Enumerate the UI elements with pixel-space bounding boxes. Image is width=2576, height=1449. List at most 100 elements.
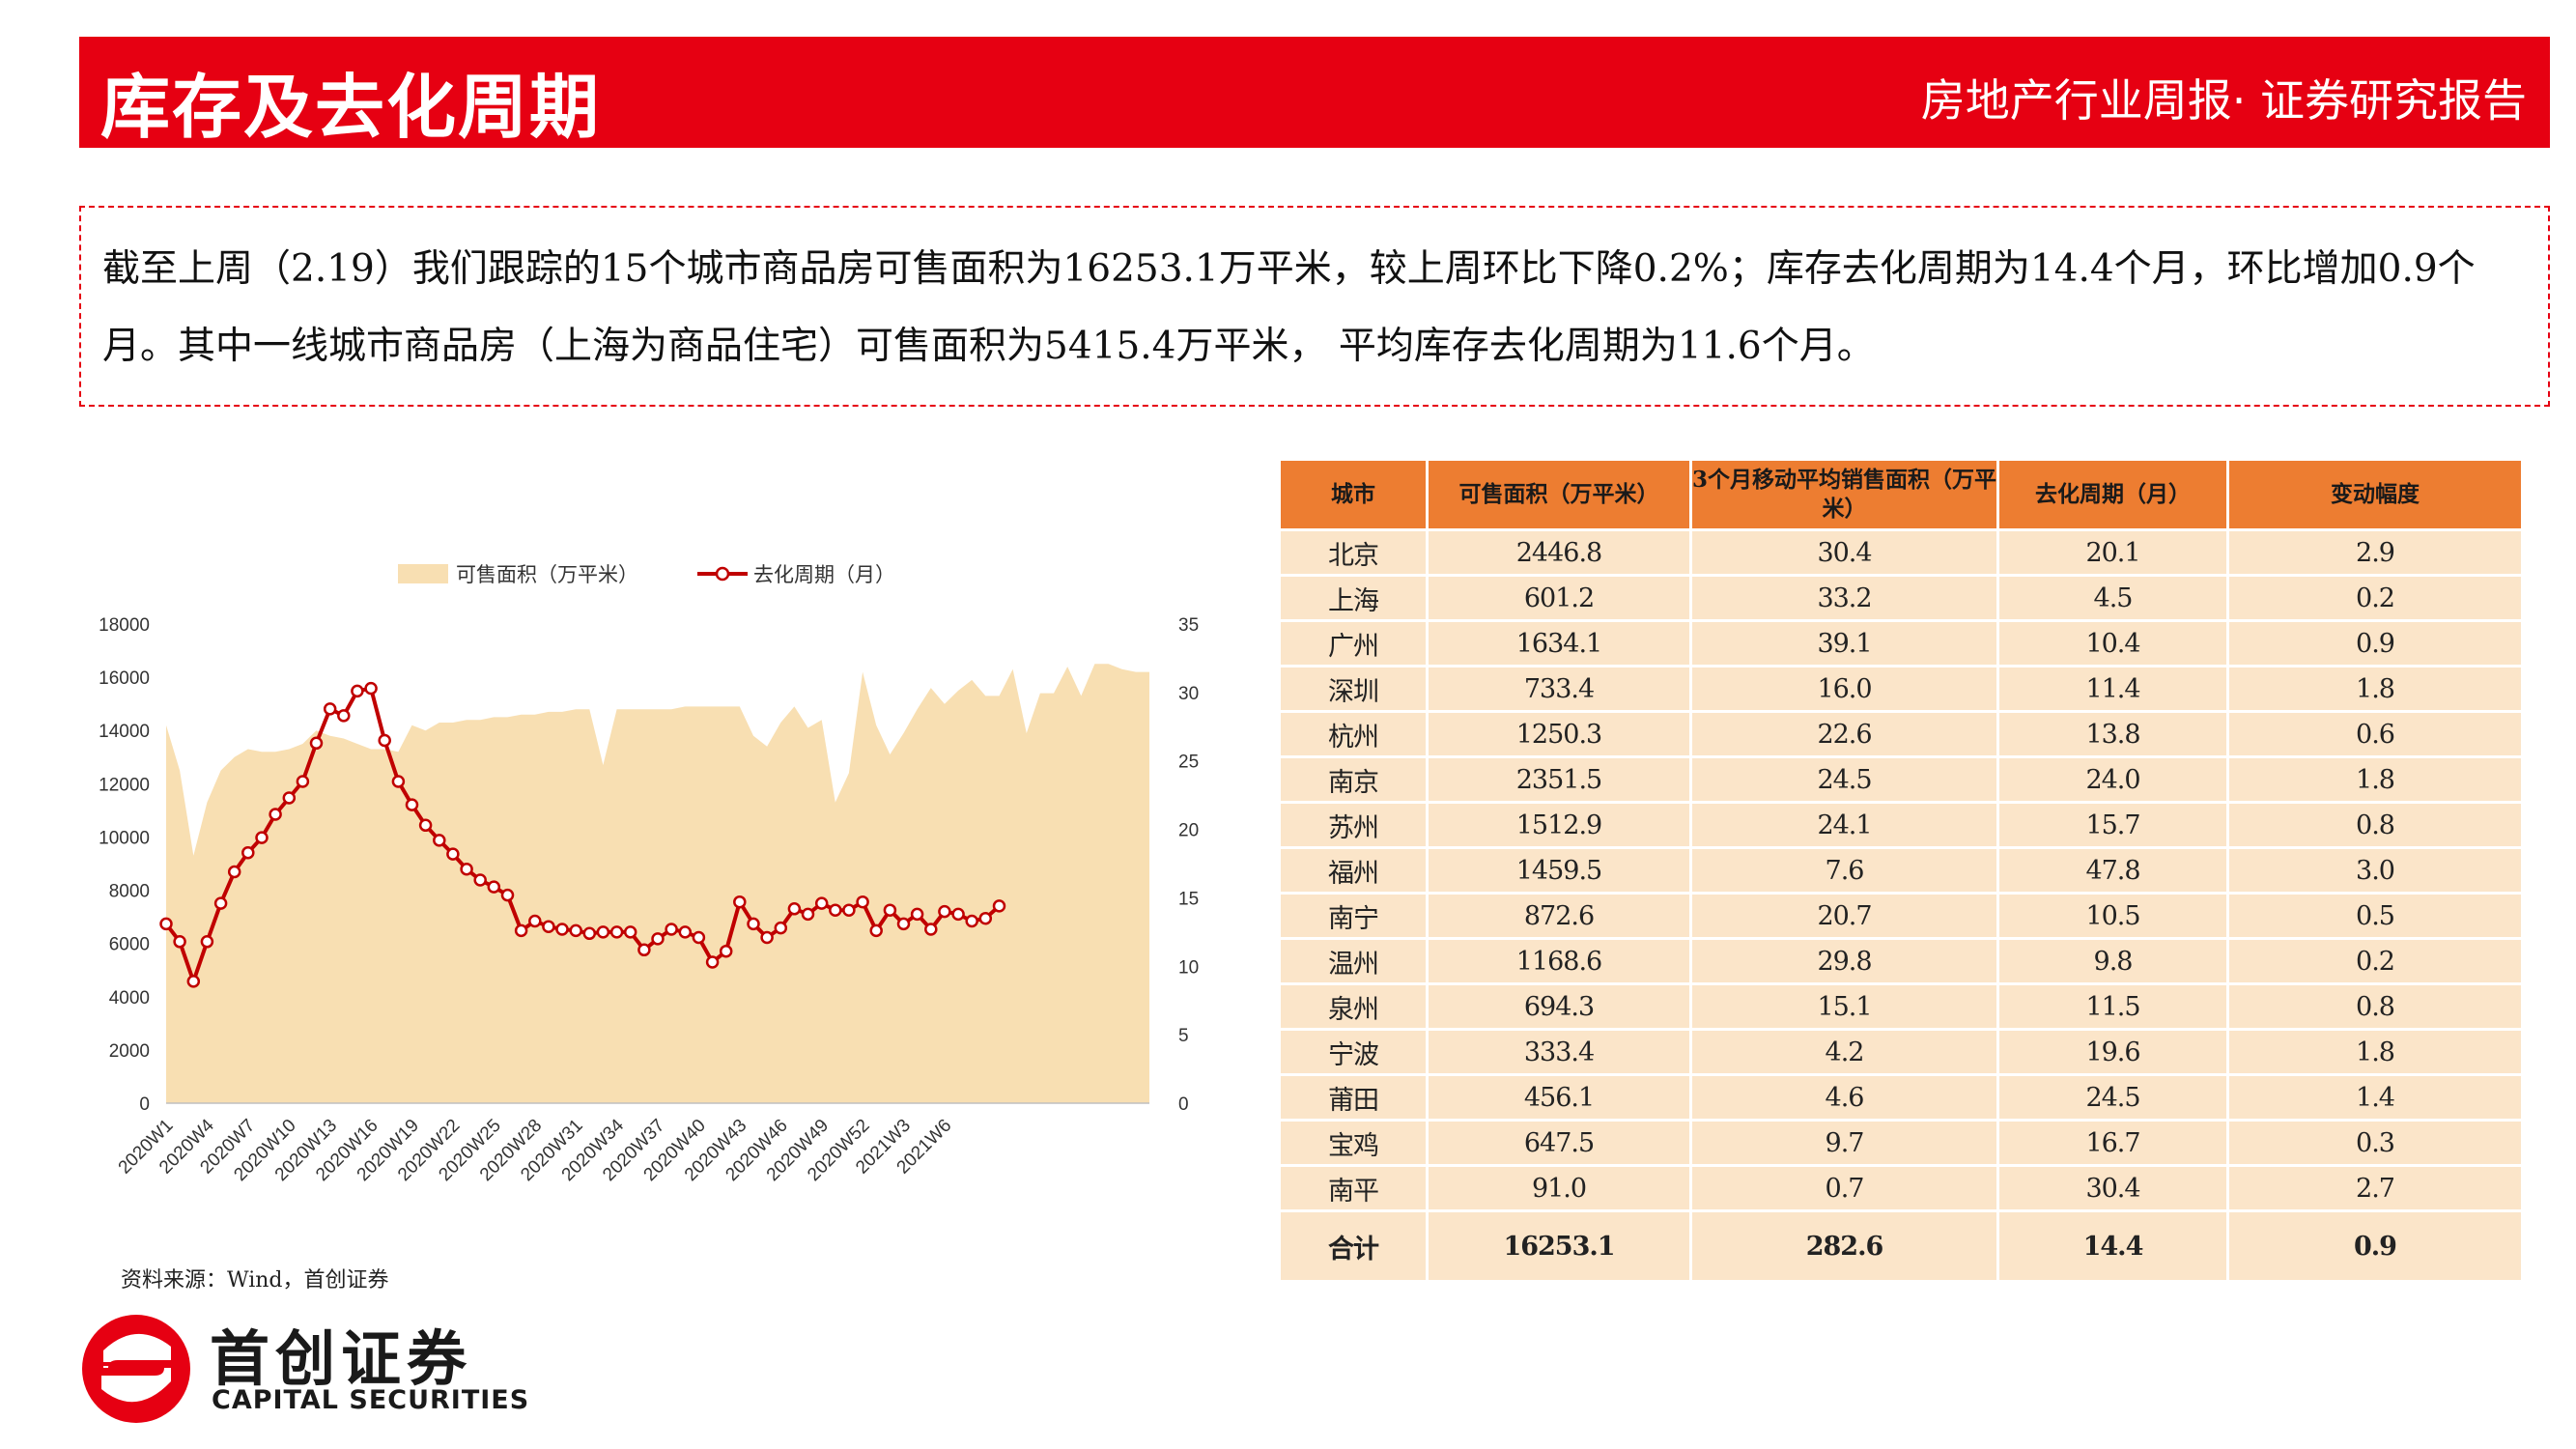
- source-note: 资料来源：Wind，首创证券: [121, 1268, 389, 1293]
- cell-city: 泉州: [1281, 985, 1426, 1028]
- y-left-tick-label: 8000: [109, 882, 150, 902]
- cell-area: 1459.5: [1429, 849, 1689, 892]
- cell-city: 深圳: [1281, 668, 1426, 710]
- cell-avg-sales: 22.6: [1692, 713, 1996, 755]
- point-destock-cycle: [910, 907, 924, 922]
- table-row: 苏州 1512.9 24.1 15.7 0.8: [1281, 804, 2521, 846]
- cell-area: 1250.3: [1429, 713, 1689, 755]
- cell-cycle: 16.7: [1999, 1122, 2226, 1164]
- cell-avg-sales: 33.2: [1692, 577, 1996, 619]
- cell-change: 0.9: [2229, 622, 2521, 665]
- point-destock-cycle: [241, 845, 255, 860]
- summary-text: 截至上周（2.19）我们跟踪的15个城市商品房可售面积为16253.1万平米，较…: [102, 247, 2476, 368]
- point-destock-cycle: [719, 944, 733, 958]
- y-left-tick-label: 4000: [109, 988, 150, 1009]
- point-destock-cycle: [733, 895, 747, 909]
- cell-city: 苏州: [1281, 804, 1426, 846]
- cell-avg-sales: 0.7: [1692, 1167, 1996, 1209]
- cell-change: 1.8: [2229, 668, 2521, 710]
- table-row: 宝鸡 647.5 9.7 16.7 0.3: [1281, 1122, 2521, 1164]
- cell-city: 上海: [1281, 577, 1426, 619]
- cell-area: 647.5: [1429, 1122, 1689, 1164]
- report-subtitle: 房地产行业周报· 证券研究报告: [1920, 74, 2527, 127]
- summary-box: 截至上周（2.19）我们跟踪的15个城市商品房可售面积为16253.1万平米，较…: [79, 206, 2550, 407]
- point-destock-cycle: [609, 925, 624, 939]
- point-destock-cycle: [460, 862, 473, 876]
- cell-avg-sales: 30.4: [1692, 531, 1996, 574]
- y-right-tick-label: 0: [1178, 1094, 1189, 1115]
- table-header-row: 城市 可售面积（万平米） 3个月移动平均销售面积（万平米） 去化周期（月） 变动…: [1281, 461, 2521, 528]
- cell-avg-sales: 39.1: [1692, 622, 1996, 665]
- total-avg-sales: 282.6: [1692, 1212, 1996, 1280]
- cell-area: 2446.8: [1429, 531, 1689, 574]
- col-header-cycle: 去化周期（月）: [1999, 461, 2226, 528]
- cell-area: 733.4: [1429, 668, 1689, 710]
- table-row: 宁波 333.4 4.2 19.6 1.8: [1281, 1031, 2521, 1073]
- cell-avg-sales: 4.2: [1692, 1031, 1996, 1073]
- cell-area: 1634.1: [1429, 622, 1689, 665]
- cell-avg-sales: 24.5: [1692, 758, 1996, 801]
- cell-city: 广州: [1281, 622, 1426, 665]
- y-left-tick-label: 18000: [99, 615, 150, 636]
- cell-area: 456.1: [1429, 1076, 1689, 1119]
- table-row: 温州 1168.6 29.8 9.8 0.2: [1281, 940, 2521, 982]
- cell-change: 2.9: [2229, 531, 2521, 574]
- point-destock-cycle: [555, 923, 569, 936]
- point-destock-cycle: [692, 930, 706, 945]
- point-destock-cycle: [446, 847, 460, 861]
- point-destock-cycle: [296, 775, 310, 788]
- cell-city: 北京: [1281, 531, 1426, 574]
- point-destock-cycle: [678, 925, 693, 939]
- point-destock-cycle: [213, 896, 228, 910]
- cell-change: 0.8: [2229, 804, 2521, 846]
- point-destock-cycle: [801, 907, 815, 922]
- point-destock-cycle: [637, 943, 651, 957]
- logo-english-name: CAPITAL SECURITIES: [212, 1385, 530, 1415]
- point-destock-cycle: [651, 932, 665, 946]
- cell-area: 2351.5: [1429, 758, 1689, 801]
- point-destock-cycle: [760, 930, 774, 945]
- point-destock-cycle: [433, 834, 446, 847]
- y-left-tick-label: 10000: [99, 828, 150, 848]
- point-destock-cycle: [705, 955, 720, 969]
- table-row: 深圳 733.4 16.0 11.4 1.8: [1281, 668, 2521, 710]
- point-destock-cycle: [569, 923, 582, 938]
- cell-change: 0.8: [2229, 985, 2521, 1028]
- cell-change: 3.0: [2229, 849, 2521, 892]
- col-header-area: 可售面积（万平米）: [1429, 461, 1689, 528]
- cell-city: 南京: [1281, 758, 1426, 801]
- city-inventory-table: 城市 可售面积（万平米） 3个月移动平均销售面积（万平米） 去化周期（月） 变动…: [1278, 458, 2524, 1283]
- table-row: 莆田 456.1 4.6 24.5 1.4: [1281, 1076, 2521, 1119]
- cell-cycle: 10.4: [1999, 622, 2226, 665]
- cell-cycle: 19.6: [1999, 1031, 2226, 1073]
- table-row: 北京 2446.8 30.4 20.1 2.9: [1281, 531, 2521, 574]
- point-destock-cycle: [323, 702, 337, 716]
- table-total-row: 合计 16253.1 282.6 14.4 0.9: [1281, 1212, 2521, 1280]
- chart-svg: 0 2000 4000 6000 8000 10000 12000 14000 16000 180…: [99, 563, 1199, 1185]
- point-destock-cycle: [255, 831, 269, 844]
- point-destock-cycle: [623, 925, 637, 939]
- cell-area: 1512.9: [1429, 804, 1689, 846]
- cell-area: 872.6: [1429, 895, 1689, 937]
- y-right-tick-label: 35: [1178, 615, 1199, 636]
- cell-change: 2.7: [2229, 1167, 2521, 1209]
- cell-change: 1.4: [2229, 1076, 2521, 1119]
- point-destock-cycle: [337, 709, 351, 723]
- capital-securities-logo-icon: [82, 1315, 190, 1423]
- cell-cycle: 47.8: [1999, 849, 2226, 892]
- y-right-tick-label: 20: [1178, 821, 1199, 841]
- point-destock-cycle: [856, 895, 869, 909]
- table-row: 南平 91.0 0.7 30.4 2.7: [1281, 1167, 2521, 1209]
- point-destock-cycle: [405, 798, 419, 811]
- y-right-tick-label: 25: [1178, 753, 1199, 773]
- logo-chinese-name: 首创证券: [210, 1323, 473, 1394]
- col-header-city: 城市: [1281, 461, 1426, 528]
- point-destock-cycle: [951, 907, 965, 922]
- point-destock-cycle: [351, 684, 364, 698]
- table-row: 南宁 872.6 20.7 10.5 0.5: [1281, 895, 2521, 937]
- point-destock-cycle: [842, 903, 856, 917]
- cell-city: 温州: [1281, 940, 1426, 982]
- cell-area: 601.2: [1429, 577, 1689, 619]
- cell-cycle: 9.8: [1999, 940, 2226, 982]
- col-header-avg-sales: 3个月移动平均销售面积（万平米）: [1692, 461, 1996, 528]
